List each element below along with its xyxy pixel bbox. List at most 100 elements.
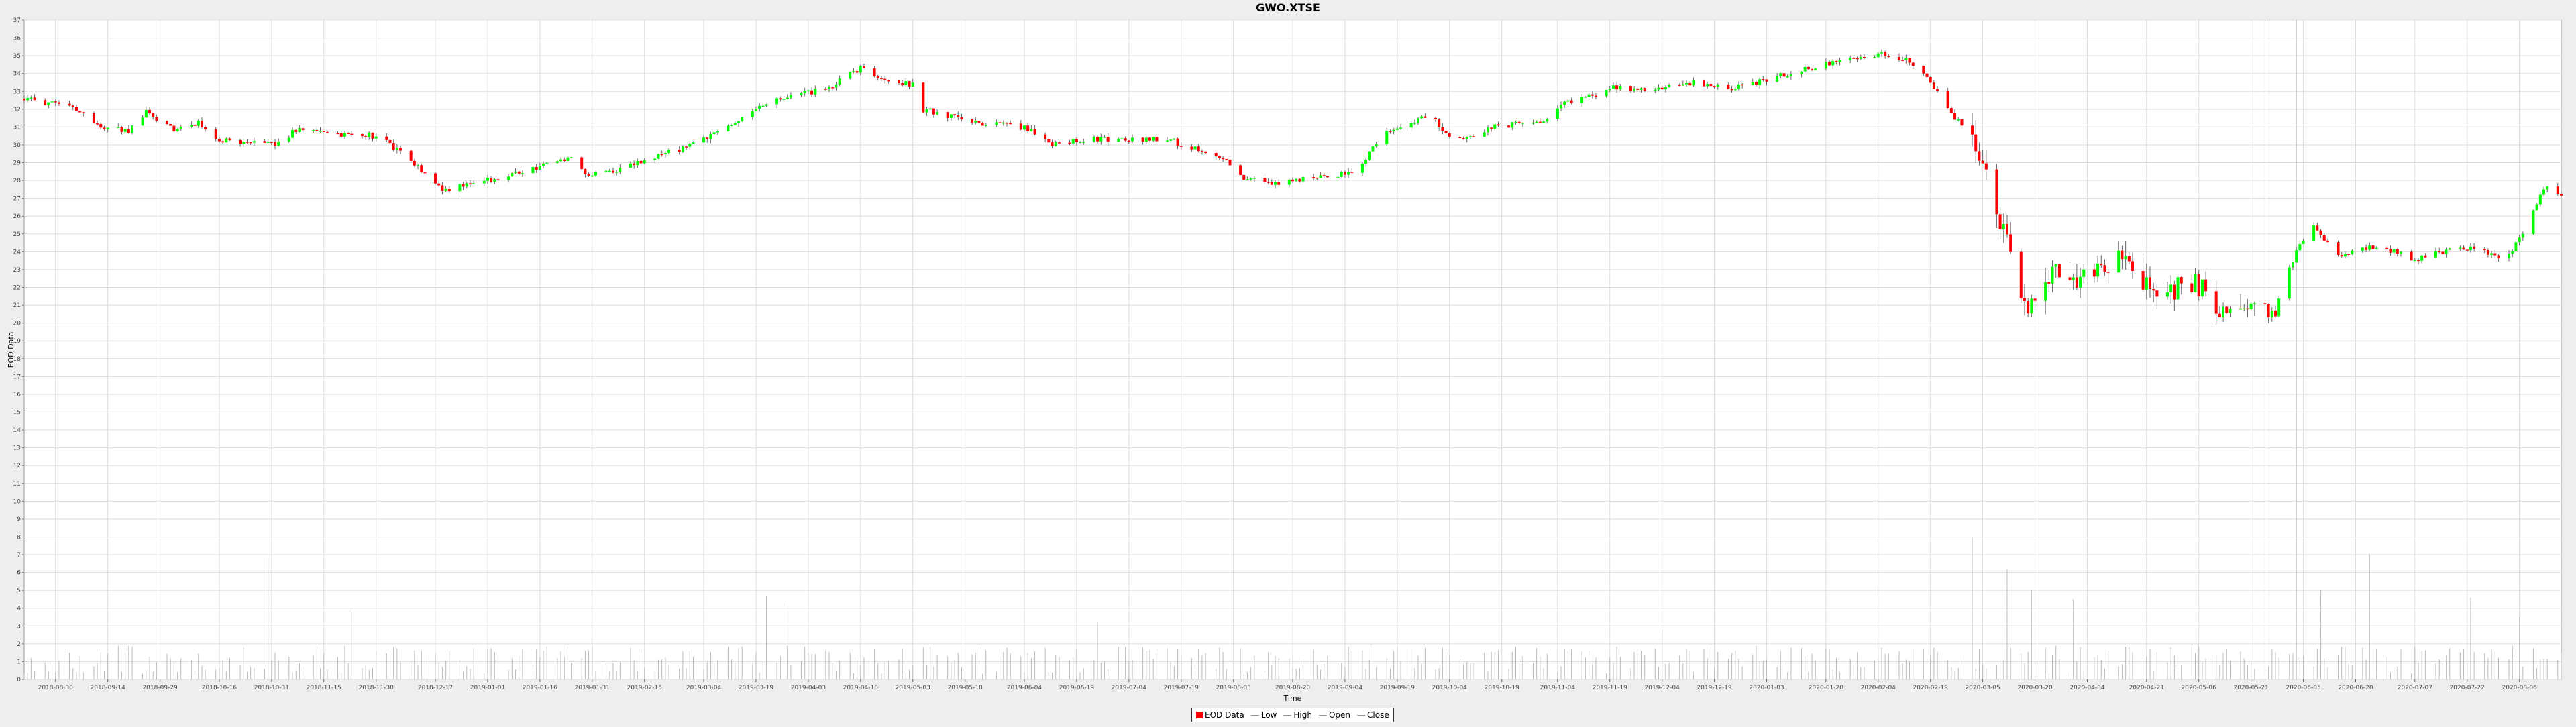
candle-down — [2246, 308, 2249, 310]
candle-up — [1117, 139, 1120, 142]
candle-up — [2542, 189, 2546, 195]
candle-up — [1605, 90, 1608, 97]
candle-down — [1727, 84, 1730, 89]
candle-up — [1420, 116, 1424, 119]
candle-up — [1779, 73, 1782, 77]
x-tick-label: 2019-02-15 — [627, 685, 662, 691]
candle-up — [458, 184, 462, 192]
x-tick-label: 2020-06-20 — [2338, 685, 2373, 691]
y-tick-label: 23 — [13, 267, 21, 274]
x-tick-label: 2020-05-06 — [2182, 685, 2217, 691]
candle-up — [2002, 224, 2005, 229]
candle-down — [2465, 249, 2469, 251]
x-tick-label: 2019-09-19 — [1380, 685, 1415, 691]
candle-up — [1173, 138, 1176, 140]
candle-down — [68, 103, 71, 106]
candle-down — [1995, 169, 1998, 215]
candle-up — [751, 111, 754, 117]
candle-up — [1904, 58, 1908, 60]
candle-up — [2298, 244, 2302, 251]
candle-up — [1022, 125, 1026, 130]
candle-down — [325, 131, 329, 133]
candle-up — [936, 112, 939, 115]
candle-down — [706, 137, 709, 139]
candle-down — [678, 150, 681, 152]
candle-down — [977, 121, 981, 123]
candle-up — [2291, 262, 2294, 268]
candle-up — [252, 141, 256, 143]
candle-up — [984, 125, 987, 126]
candle-down — [392, 143, 395, 150]
candle-down — [953, 114, 957, 115]
candle-down — [2092, 269, 2096, 277]
x-tick-label: 2020-01-20 — [1809, 685, 1844, 691]
candle-up — [486, 178, 489, 181]
candle-up — [765, 104, 768, 106]
candle-up — [2194, 274, 2197, 293]
candle-down — [971, 119, 974, 123]
candle-down — [1946, 91, 1949, 109]
candle-up — [1521, 123, 1524, 124]
candle-up — [1144, 137, 1148, 142]
candle-down — [1741, 84, 1744, 86]
candle-down — [1242, 174, 1246, 180]
candle-up — [1876, 53, 1880, 58]
x-tick-label: 2019-11-19 — [1593, 685, 1628, 691]
candle-down — [2497, 255, 2500, 258]
candle-up — [1611, 85, 1615, 89]
candle-down — [294, 130, 298, 132]
x-tick-label: 2020-01-03 — [1749, 685, 1784, 691]
x-tick-label: 2020-08-06 — [2502, 685, 2538, 691]
x-tick-label: 2019-05-03 — [896, 685, 930, 691]
legend-label-open: Open — [1328, 710, 1351, 720]
candle-up — [1560, 105, 1563, 109]
candle-down — [2371, 245, 2375, 249]
candle-up — [1633, 88, 1636, 92]
candle-down — [1660, 87, 1664, 90]
candle-down — [1591, 94, 1594, 96]
candle-up — [2096, 263, 2100, 277]
candle-up — [2351, 250, 2354, 254]
candle-down — [922, 82, 925, 113]
candle-down — [409, 150, 413, 161]
candle-up — [1654, 89, 1657, 91]
candle-down — [957, 115, 960, 117]
candle-up — [786, 97, 789, 99]
candle-down — [1507, 125, 1511, 128]
candle-down — [1009, 123, 1012, 125]
y-tick-label: 6 — [17, 570, 21, 577]
candle-up — [828, 87, 831, 89]
y-tick-label: 24 — [13, 249, 21, 256]
candle-down — [633, 163, 636, 166]
candle-down — [1688, 82, 1692, 86]
candle-up — [1803, 66, 1807, 72]
candle-down — [981, 123, 984, 126]
candle-up — [1849, 58, 1852, 61]
y-tick-label: 12 — [13, 463, 21, 469]
candle-down — [239, 140, 242, 144]
candle-down — [1176, 138, 1179, 146]
candle-down — [274, 142, 277, 146]
candle-down — [879, 78, 883, 79]
candle-down — [2385, 247, 2389, 249]
candle-down — [2173, 284, 2176, 300]
x-tick-label: 2020-02-04 — [1861, 685, 1896, 691]
x-tick-label: 2020-03-05 — [1965, 685, 2000, 691]
y-tick-label: 33 — [13, 89, 21, 95]
candle-up — [604, 170, 608, 172]
candle-up — [2200, 279, 2204, 297]
candle-down — [2127, 256, 2131, 262]
candle-down — [1811, 69, 1814, 70]
x-tick-label: 2019-01-16 — [523, 685, 558, 691]
candle-up — [782, 99, 786, 101]
y-tick-label: 11 — [13, 481, 21, 488]
candle-up — [2169, 284, 2173, 292]
candle-down — [1709, 84, 1713, 87]
x-tick-label: 2019-10-19 — [1485, 685, 1520, 691]
legend-item-high: High — [1283, 710, 1312, 720]
x-tick-label: 2018-10-16 — [202, 685, 237, 691]
candle-down — [1953, 113, 1957, 120]
candle-down — [2005, 224, 2008, 235]
candle-up — [1786, 76, 1789, 78]
candle-down — [1828, 62, 1831, 66]
